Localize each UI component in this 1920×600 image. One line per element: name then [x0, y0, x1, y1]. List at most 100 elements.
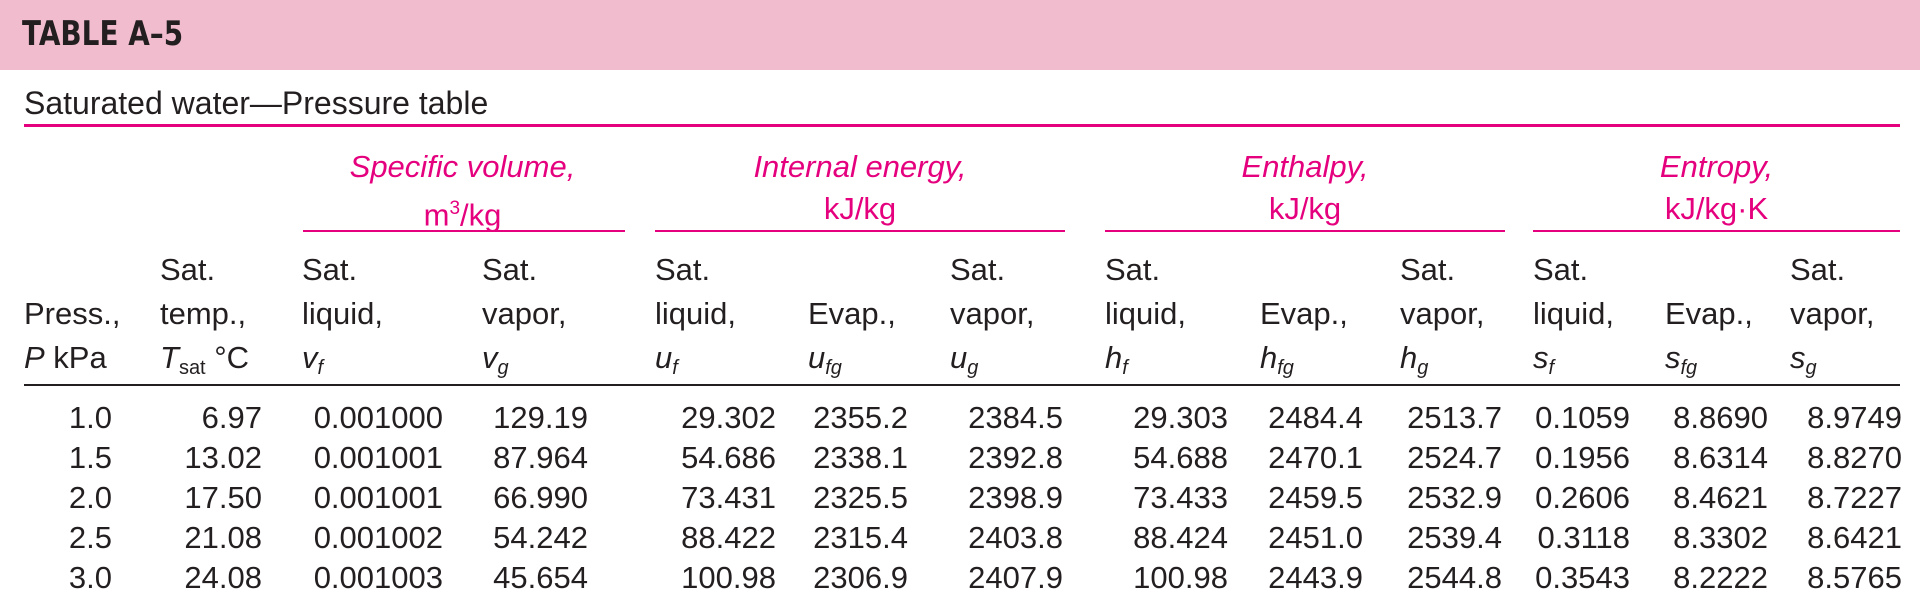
group-underline-enthalpy [1105, 230, 1505, 232]
column-header-symbol: sfg [1665, 340, 1698, 379]
column-header: Evap., hfg [1260, 248, 1348, 390]
table-title-bar: TABLE A–5 [0, 0, 1920, 70]
group-name: Entropy, [1659, 149, 1774, 184]
column-header-line1: Sat. [160, 252, 216, 287]
table-cell: 2407.9 [968, 560, 1063, 595]
table-cell: 2325.5 [813, 480, 908, 515]
table-cell: 88.424 [1133, 520, 1228, 555]
table-cell: 8.2222 [1673, 560, 1768, 595]
table-cell: 8.7227 [1807, 480, 1902, 515]
column-header: Press., P kPa [24, 248, 120, 380]
table-cell: 8.6314 [1673, 440, 1768, 475]
table-cell: 100.98 [1133, 560, 1228, 595]
column-header-symbol: vf [302, 340, 324, 379]
table-cell: 8.8270 [1807, 440, 1902, 475]
column-header-line2: Press., [24, 296, 121, 331]
table-cell: 0.1956 [1535, 440, 1630, 475]
group-specific-volume: Specific volume, m3/kg [300, 146, 625, 236]
table-cell: 2544.8 [1407, 560, 1502, 595]
column-header-line2: liquid, [1105, 296, 1186, 331]
table-cell: 0.001001 [313, 480, 443, 515]
table-cell: 8.4621 [1673, 480, 1768, 515]
table-cell: 2524.7 [1407, 440, 1502, 475]
column-header-line1 [24, 248, 120, 292]
column-header-line1: Sat. [1105, 252, 1161, 287]
column-header-symbol: hfg [1260, 340, 1294, 379]
column-header: Evap., ufg [808, 248, 896, 390]
table-row: 1.5 13.02 0.001001 87.964 54.686 2338.1 2392.8… [0, 438, 1920, 478]
column-header-symbol: vg [482, 340, 509, 379]
group-underline-entropy [1533, 230, 1900, 232]
subtitle-rule [24, 124, 1900, 127]
group-unit: kJ/kg [1268, 191, 1342, 226]
group-name: Specific volume, [349, 149, 576, 184]
group-unit: kJ/kg·K [1664, 191, 1769, 226]
column-header-line2: temp., [160, 296, 247, 331]
column-header-line2: Evap., [808, 296, 896, 331]
column-header-line1: Sat. [655, 252, 711, 287]
header-rule [24, 384, 1900, 386]
table-cell: 2451.0 [1268, 520, 1363, 555]
column-header-line2: vapor, [950, 296, 1035, 331]
group-name: Enthalpy, [1241, 149, 1369, 184]
column-header-line1: Sat. [1790, 252, 1846, 287]
table-cell: 0.001002 [313, 520, 443, 555]
column-header-line1: Sat. [1533, 252, 1589, 287]
column-header-symbol: ufg [808, 340, 842, 379]
table-cell: 0.3543 [1535, 560, 1630, 595]
table-cell: 2338.1 [813, 440, 908, 475]
table-cell: 2443.9 [1268, 560, 1363, 595]
table-cell: 29.302 [681, 400, 776, 435]
column-header: Sat. liquid, vf [302, 248, 383, 390]
table-cell: 2470.1 [1268, 440, 1363, 475]
column-header-symbol: hg [1400, 340, 1429, 379]
table-row: 3.0 24.08 0.001003 45.654 100.98 2306.9 2407.9… [0, 558, 1920, 598]
table-cell: 2306.9 [813, 560, 908, 595]
table-cell: 8.5765 [1807, 560, 1902, 595]
table-cell: 8.8690 [1673, 400, 1768, 435]
table-cell: 29.303 [1133, 400, 1228, 435]
column-header-line1: Sat. [482, 252, 538, 287]
table-cell: 2355.2 [813, 400, 908, 435]
table-cell: 54.242 [493, 520, 588, 555]
table-cell: 2403.8 [968, 520, 1063, 555]
table-cell: 13.02 [184, 440, 262, 475]
column-header: Sat. vapor, ug [950, 248, 1034, 390]
column-header: Sat. vapor, hg [1400, 248, 1484, 390]
table-cell: 1.0 [68, 400, 112, 435]
column-header: Sat. vapor, sg [1790, 248, 1874, 390]
table-cell: 8.3302 [1673, 520, 1768, 555]
table-row: 2.5 21.08 0.001002 54.242 88.422 2315.4 2403.8… [0, 518, 1920, 558]
table-cell: 54.686 [681, 440, 776, 475]
column-header-symbol: Tsat °C [160, 340, 250, 379]
table-cell: 17.50 [184, 480, 262, 515]
table-cell: 88.422 [681, 520, 776, 555]
table-cell: 73.431 [681, 480, 776, 515]
table-cell: 24.08 [184, 560, 262, 595]
table-cell: 73.433 [1133, 480, 1228, 515]
column-header-line2: Evap., [1260, 296, 1348, 331]
table-cell: 2484.4 [1268, 400, 1363, 435]
column-header-line1: Sat. [302, 252, 358, 287]
table-cell: 0.001003 [313, 560, 443, 595]
column-header-symbol: ug [950, 340, 979, 379]
column-header: Evap., sfg [1665, 248, 1753, 390]
column-header-line1 [1260, 248, 1348, 292]
column-header: Sat. vapor, vg [482, 248, 566, 390]
table-cell: 2392.8 [968, 440, 1063, 475]
table-cell: 2315.4 [813, 520, 908, 555]
table-cell: 21.08 [184, 520, 262, 555]
column-header-symbol: P kPa [24, 340, 107, 375]
table-cell: 8.6421 [1807, 520, 1902, 555]
column-header-symbol: hf [1105, 340, 1128, 379]
group-unit: m3/kg [423, 197, 502, 233]
table-cell: 2.0 [68, 480, 112, 515]
table-title: TABLE A–5 [22, 14, 184, 54]
table-cell: 2532.9 [1407, 480, 1502, 515]
column-header-line1 [808, 248, 896, 292]
column-header-line2: liquid, [1533, 296, 1614, 331]
table-cell: 2.5 [68, 520, 112, 555]
column-header-line2: vapor, [1790, 296, 1875, 331]
table-cell: 2539.4 [1407, 520, 1502, 555]
column-header-line1 [1665, 248, 1753, 292]
